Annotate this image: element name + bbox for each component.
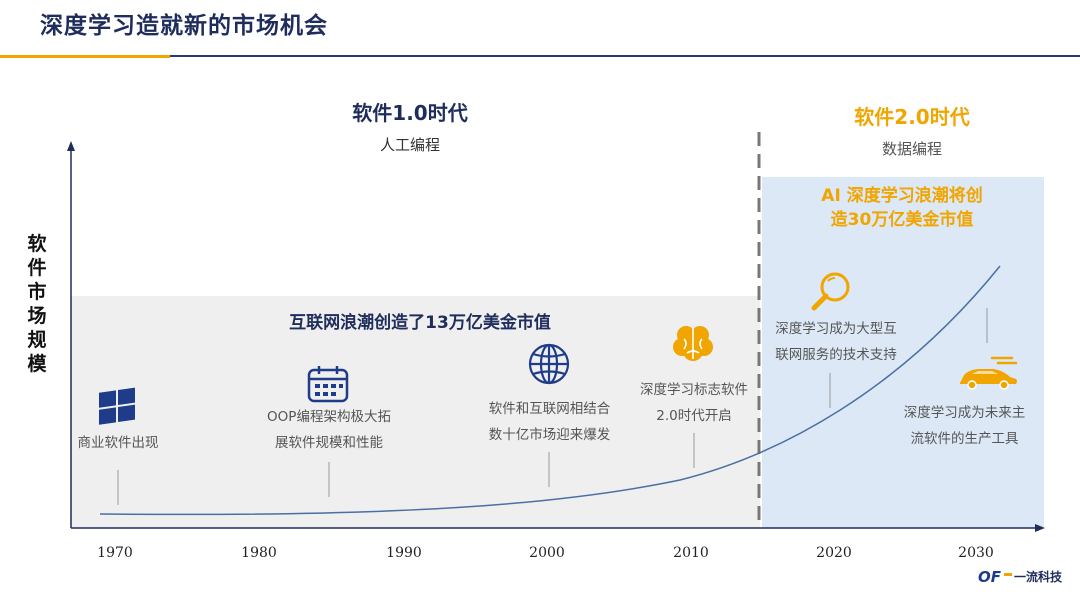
era1-subtitle: 人工编程 (379, 136, 440, 154)
x-tick-label: 1980 (241, 545, 277, 561)
ai-value-highlight: AI 深度学习浪潮将创 造30万亿美金市值 (782, 184, 1022, 232)
event-2017: 深度学习成为大型互 联网服务的技术支持 (775, 321, 897, 363)
era1-title: 软件1.0时代 (352, 101, 468, 125)
x-tick-label: 1970 (97, 545, 133, 561)
calendar-icon (307, 366, 349, 403)
event-2012: 深度学习标志软件 2.0时代开启 (640, 382, 748, 424)
y-axis-label: 软件市场规模 (27, 233, 47, 375)
growth-curve (99, 265, 1001, 516)
x-tick-label: 2010 (673, 545, 709, 561)
brain-icon (673, 326, 713, 361)
ai-era-zone (762, 177, 1044, 528)
internet-era-zone (70, 296, 760, 528)
brand-logo: OF 一流科技 (978, 566, 1068, 588)
globe-icon (528, 343, 570, 385)
oneflow-logo-icon: OF (978, 568, 1012, 586)
page-title: 深度学习造就新的市场机会 (40, 13, 328, 39)
era2-title: 软件2.0时代 (854, 105, 970, 129)
ai-highlight-line2: 造30万亿美金市值 (830, 210, 974, 230)
header-divider (0, 55, 1080, 57)
event-2000: 软件和互联网相结合 数十亿市场迎来爆发 (488, 401, 611, 443)
event-1970: 商业软件出现 (77, 435, 159, 451)
event-1985: OOP编程架构极大拓 展软件规模和性能 (267, 409, 391, 451)
x-tick-label: 2000 (529, 545, 565, 561)
era2-subtitle: 数据编程 (881, 140, 942, 158)
windows-logo-icon (99, 387, 135, 425)
x-tick-label: 1990 (386, 545, 422, 561)
internet-value-highlight: 互联网浪潮创造了13万亿美金市值 (289, 313, 551, 333)
x-tick-label: 2020 (816, 545, 852, 561)
svg-text:OF: OF (978, 568, 1002, 586)
brand-name: 一流科技 (1014, 570, 1063, 584)
search-icon (811, 272, 850, 311)
y-axis-arrow-icon (67, 141, 75, 151)
x-tick-label: 2030 (958, 545, 994, 561)
x-axis-arrow-icon (1035, 524, 1045, 532)
car-icon (960, 356, 1018, 390)
ai-highlight-line1: AI 深度学习浪潮将创 (821, 186, 983, 206)
event-2030: 深度学习成为未来主 流软件的生产工具 (903, 405, 1026, 447)
header-accent-bar (0, 55, 170, 58)
